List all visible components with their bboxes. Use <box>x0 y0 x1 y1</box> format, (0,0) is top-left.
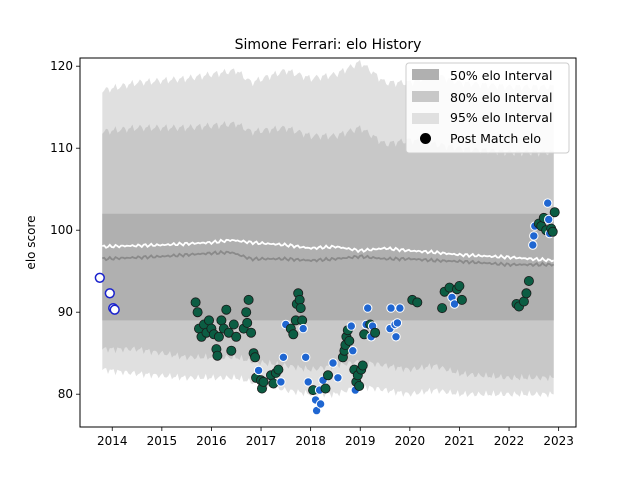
band-50 <box>102 213 554 321</box>
data-point <box>298 323 308 334</box>
data-point <box>346 321 356 331</box>
data-point <box>231 331 242 342</box>
y-tick-label: 100 <box>50 223 73 237</box>
data-point <box>94 272 105 283</box>
axes-frame <box>79 57 577 428</box>
data-point <box>348 346 358 356</box>
legend-marker-post-match <box>420 133 431 144</box>
legend-label-post-match: Post Match elo <box>450 131 541 146</box>
data-point <box>243 294 254 305</box>
legend: 50% elo Interval 80% elo Interval 95% el… <box>405 62 570 154</box>
y-axis: 80 90 100 110 120 <box>50 59 80 401</box>
data-point <box>273 364 284 375</box>
y-tick-label: 80 <box>58 387 73 401</box>
data-point <box>328 358 338 368</box>
data-point <box>395 303 405 313</box>
data-point <box>523 275 534 286</box>
data-point <box>216 315 227 326</box>
data-point <box>320 383 331 394</box>
x-tick-label: 2018 <box>295 434 326 448</box>
y-tick-label: 110 <box>50 141 73 155</box>
y-axis-label: elo score <box>24 215 38 269</box>
legend-label-50: 50% elo Interval <box>450 68 552 83</box>
data-point <box>543 198 553 208</box>
x-tick-label: 2016 <box>196 434 227 448</box>
data-point <box>344 335 355 346</box>
data-point <box>104 288 115 299</box>
mean-line <box>102 238 555 263</box>
data-point <box>391 332 401 342</box>
data-point <box>392 318 403 328</box>
x-tick-label: 2020 <box>395 434 426 448</box>
data-point <box>258 376 269 387</box>
data-point <box>213 331 224 342</box>
data-point <box>242 317 253 328</box>
data-point <box>363 303 373 313</box>
legend-label-95: 95% elo Interval <box>450 110 552 125</box>
x-tick-label: 2019 <box>345 434 376 448</box>
data-point <box>246 327 257 338</box>
data-point <box>228 319 239 330</box>
x-tick-label: 2022 <box>494 434 525 448</box>
data-point <box>288 329 299 340</box>
data-point <box>297 315 308 326</box>
data-point <box>276 377 286 387</box>
x-tick-label: 2021 <box>444 434 475 448</box>
data-point <box>544 214 554 225</box>
data-point <box>456 294 467 305</box>
legend-swatch-50 <box>412 69 439 80</box>
x-tick-label: 2023 <box>543 434 574 448</box>
data-point <box>226 345 237 356</box>
data-point <box>253 365 264 376</box>
data-point <box>454 280 465 291</box>
data-point <box>301 352 311 362</box>
data-point <box>192 307 203 318</box>
data-point <box>449 299 460 309</box>
data-point <box>357 360 368 371</box>
data-point <box>386 303 396 313</box>
data-point <box>412 297 423 308</box>
legend-label-80: 80% elo Interval <box>450 90 552 105</box>
median-line <box>102 249 555 268</box>
data-point <box>529 231 539 241</box>
trend-lines <box>102 238 555 268</box>
y-tick-label: 120 <box>50 59 73 73</box>
data-point <box>221 304 232 315</box>
data-point <box>547 226 558 237</box>
data-point <box>549 207 560 218</box>
chart-title: Simone Ferrari: elo History <box>235 37 422 53</box>
data-point <box>203 315 214 326</box>
x-axis: 2014 2015 2016 2017 2018 2019 2020 2021 2022 2023 <box>97 427 574 448</box>
data-point <box>250 352 261 363</box>
data-point <box>528 240 538 250</box>
data-point <box>315 399 326 409</box>
data-point <box>190 297 201 308</box>
data-point <box>241 307 252 318</box>
data-point <box>518 296 529 307</box>
data-point <box>294 294 305 305</box>
post-match-points <box>94 198 560 416</box>
data-point <box>212 350 223 361</box>
data-point <box>303 377 313 387</box>
data-point <box>521 288 532 299</box>
data-point <box>322 370 333 381</box>
data-point <box>437 303 448 314</box>
data-point <box>295 303 306 314</box>
data-point <box>278 352 289 362</box>
legend-box <box>405 62 570 154</box>
legend-swatch-80 <box>412 91 439 102</box>
x-tick-label: 2015 <box>147 434 178 448</box>
x-tick-label: 2014 <box>97 434 128 448</box>
x-tick-label: 2017 <box>246 434 277 448</box>
legend-swatch-95 <box>412 113 439 124</box>
data-point <box>333 373 343 383</box>
data-point <box>370 327 381 338</box>
data-point <box>109 304 120 315</box>
y-tick-label: 90 <box>58 305 73 319</box>
data-point <box>354 380 365 391</box>
